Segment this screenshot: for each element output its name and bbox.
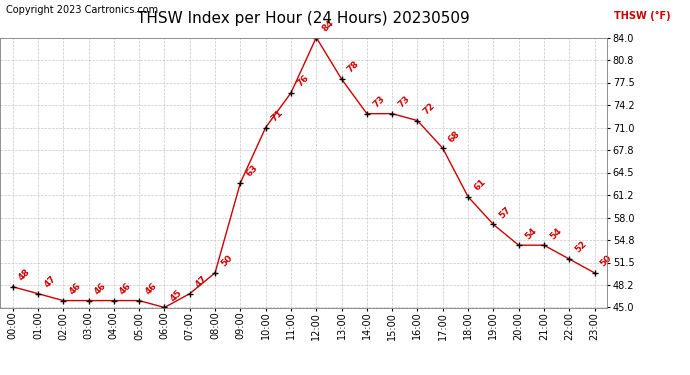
Text: 76: 76 [295,74,310,89]
Text: 52: 52 [573,240,589,255]
Text: 50: 50 [599,254,614,269]
Text: 73: 73 [396,94,412,110]
Text: 46: 46 [144,281,159,296]
Text: 61: 61 [472,177,487,193]
Text: 46: 46 [92,281,108,296]
Text: 57: 57 [497,205,513,220]
Text: Copyright 2023 Cartronics.com: Copyright 2023 Cartronics.com [6,5,158,15]
Text: 47: 47 [194,274,209,290]
Text: 45: 45 [168,288,184,303]
Text: 84: 84 [320,18,336,33]
Text: 72: 72 [422,101,437,116]
Text: 50: 50 [219,254,235,269]
Text: 63: 63 [244,164,259,179]
Text: 47: 47 [42,274,57,290]
Text: 71: 71 [270,108,285,123]
Text: 68: 68 [447,129,462,144]
Text: THSW (°F): THSW (°F) [614,11,671,21]
Text: 54: 54 [548,226,564,241]
Text: 46: 46 [118,281,133,296]
Text: 78: 78 [346,60,361,75]
Text: 54: 54 [523,226,538,241]
Text: 73: 73 [371,94,386,110]
Text: THSW Index per Hour (24 Hours) 20230509: THSW Index per Hour (24 Hours) 20230509 [137,11,470,26]
Text: 46: 46 [68,281,83,296]
Text: 48: 48 [17,267,32,283]
